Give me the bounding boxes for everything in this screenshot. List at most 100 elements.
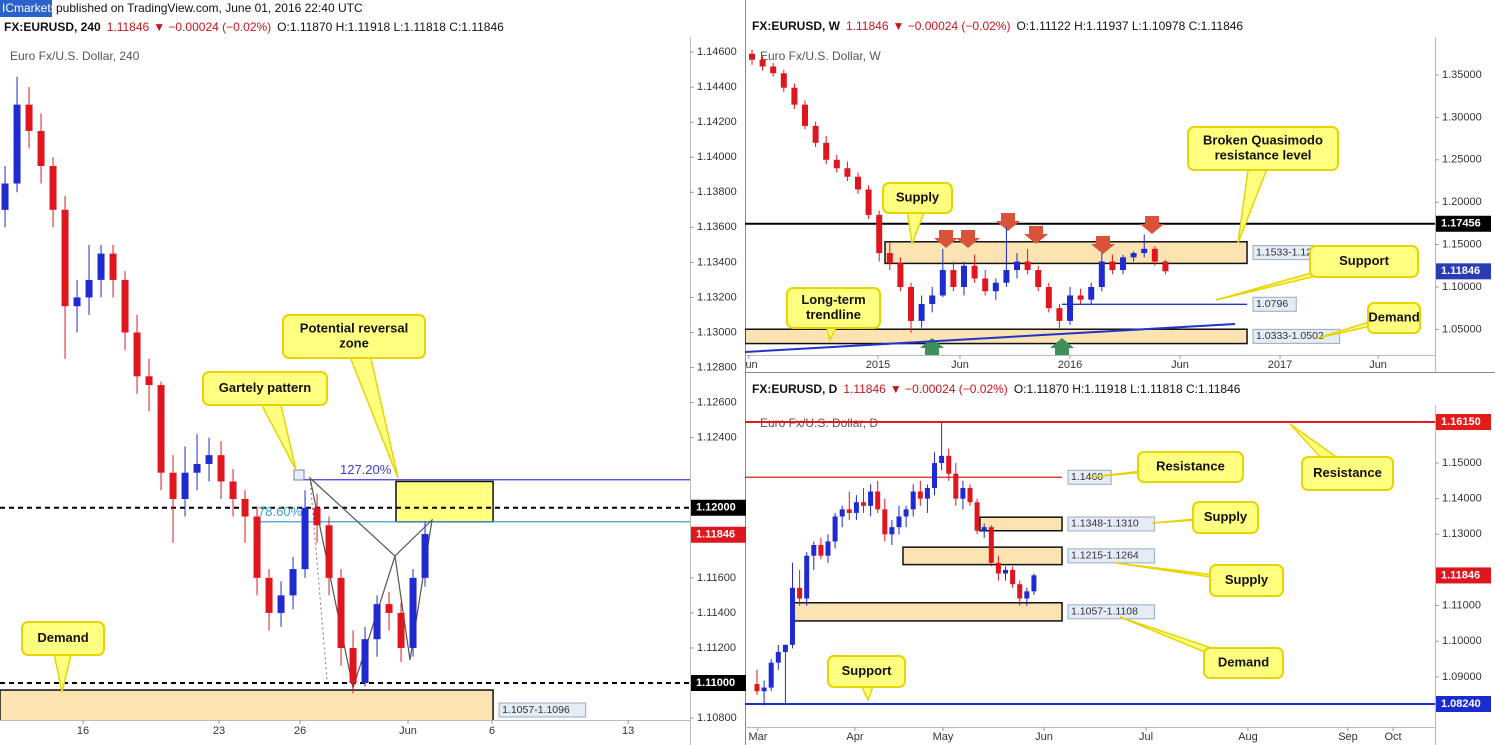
candle-body	[939, 455, 945, 464]
candle-body	[1045, 286, 1052, 309]
zone-label-box	[1067, 548, 1156, 564]
pattern-dotted	[309, 477, 328, 681]
callout-text: trendline	[806, 307, 861, 322]
zone-label: 1.1057-1.1108	[1071, 606, 1138, 618]
price-label: 1.12000	[696, 502, 736, 514]
x-tick-label: Jun	[399, 725, 417, 737]
y-tick-label: 1.13200	[697, 291, 737, 303]
callout-box	[1192, 501, 1259, 534]
candle-body	[1141, 248, 1148, 254]
publisher-badge	[0, 0, 52, 17]
x-axis: Jun 2015 Jun 2016 Jun 2017 Jun	[745, 355, 1387, 371]
y-tick-label: 1.20000	[1442, 196, 1482, 208]
price-label: 1.11000	[696, 677, 735, 689]
candle-body	[349, 647, 357, 684]
y-tick-label: 1.10000	[1442, 281, 1482, 293]
last-price: 1.11846	[107, 20, 150, 34]
callout-text: Supply	[1225, 572, 1269, 587]
ohlc: O:1.11870 H:1.11918 L:1.11818 C:1.11846	[277, 20, 504, 34]
candle-body	[301, 507, 309, 570]
zone-label-box	[1252, 328, 1341, 344]
green-arrow	[1050, 338, 1074, 355]
candle-body	[1014, 261, 1021, 271]
candle-body	[844, 168, 851, 177]
candle-body	[992, 282, 999, 292]
callout-text: Demand	[1218, 654, 1269, 669]
callout-text: Support	[1339, 253, 1389, 268]
candle-body	[1024, 261, 1031, 271]
zone	[745, 328, 1248, 345]
y-tick-label: 1.11200	[697, 642, 736, 654]
candle-body	[409, 577, 417, 648]
candle-body	[889, 527, 895, 535]
price-label-box	[1436, 696, 1491, 713]
candle-body	[929, 295, 936, 304]
candle-body	[337, 577, 345, 648]
candle-body	[812, 125, 819, 143]
zone	[902, 546, 1063, 566]
callout-box	[827, 655, 906, 688]
y-tick-label: 1.14200	[697, 116, 737, 128]
callout-text: Gartely pattern	[219, 380, 312, 395]
y-tick-label: 1.14000	[1442, 493, 1482, 505]
zone	[395, 480, 494, 523]
callout-box	[1301, 456, 1394, 491]
zone-label: 1.0333-1.0502	[1256, 330, 1324, 342]
red-arrow	[1140, 216, 1164, 234]
y-tick-label: 1.13000	[697, 326, 737, 338]
candle-body	[811, 545, 817, 556]
candle-body	[832, 516, 838, 542]
trendline	[745, 323, 1236, 353]
candle-body	[1130, 253, 1137, 258]
candle-body	[804, 555, 810, 599]
candle-body	[797, 587, 803, 599]
y-tick-label: 1.12800	[697, 361, 737, 373]
candle-body	[61, 209, 69, 307]
chart-title: Euro Fx/U.S. Dollar, W	[760, 49, 881, 63]
candle-body	[988, 527, 994, 563]
candle-body	[946, 455, 952, 474]
ohlc: O:1.11122 H:1.11937 L:1.10978 C:1.11846	[1016, 19, 1243, 33]
level-label-box	[1252, 296, 1297, 312]
callout-box	[21, 621, 105, 656]
x-tick-label: Jun	[1369, 359, 1387, 371]
price-label: 1.11846	[1441, 265, 1480, 277]
x-tick-label: 26	[294, 725, 306, 737]
candle-body	[974, 502, 980, 531]
callout-box	[786, 287, 881, 329]
y-tick-label: 1.11000	[1442, 600, 1481, 612]
published: published on TradingView.com, June 01, 2…	[56, 1, 363, 15]
x-tick-label: Sep	[1338, 731, 1358, 743]
y-tick-label: 1.15000	[1442, 457, 1482, 469]
candle-body	[109, 253, 117, 280]
x-tick-label: 2015	[866, 359, 890, 371]
callout-box	[1209, 564, 1284, 597]
price-label-box	[1436, 263, 1491, 280]
x-tick-label: 2016	[1058, 359, 1082, 371]
callout-text: Resistance	[1156, 458, 1225, 473]
candle-body	[1162, 261, 1169, 272]
candle-body	[939, 270, 946, 296]
y-tick-label: 1.30000	[1442, 111, 1482, 123]
candle-body	[169, 472, 177, 499]
last-price: 1.11846	[846, 19, 889, 33]
candle-body	[908, 286, 915, 321]
candle-body	[85, 279, 93, 298]
last-price: 1.11846	[843, 382, 886, 396]
x-tick-label: 23	[213, 725, 225, 737]
callout-text: Supply	[896, 189, 940, 204]
candle-body	[971, 265, 978, 279]
candle-body	[37, 130, 45, 166]
zone-label-box	[1067, 604, 1156, 620]
candle-body	[853, 502, 859, 513]
level-label-box	[1067, 469, 1112, 485]
pattern-leg	[394, 518, 433, 661]
red-arrow	[1024, 226, 1048, 244]
x-tick-label: Jun	[951, 359, 969, 371]
x-tick-label: Oct	[1384, 731, 1401, 743]
price-label: 1.11846	[1441, 569, 1480, 581]
callout-text: Demand	[37, 630, 88, 645]
candle-body	[748, 53, 755, 60]
chart-title: Euro Fx/U.S. Dollar, 240	[10, 49, 140, 63]
